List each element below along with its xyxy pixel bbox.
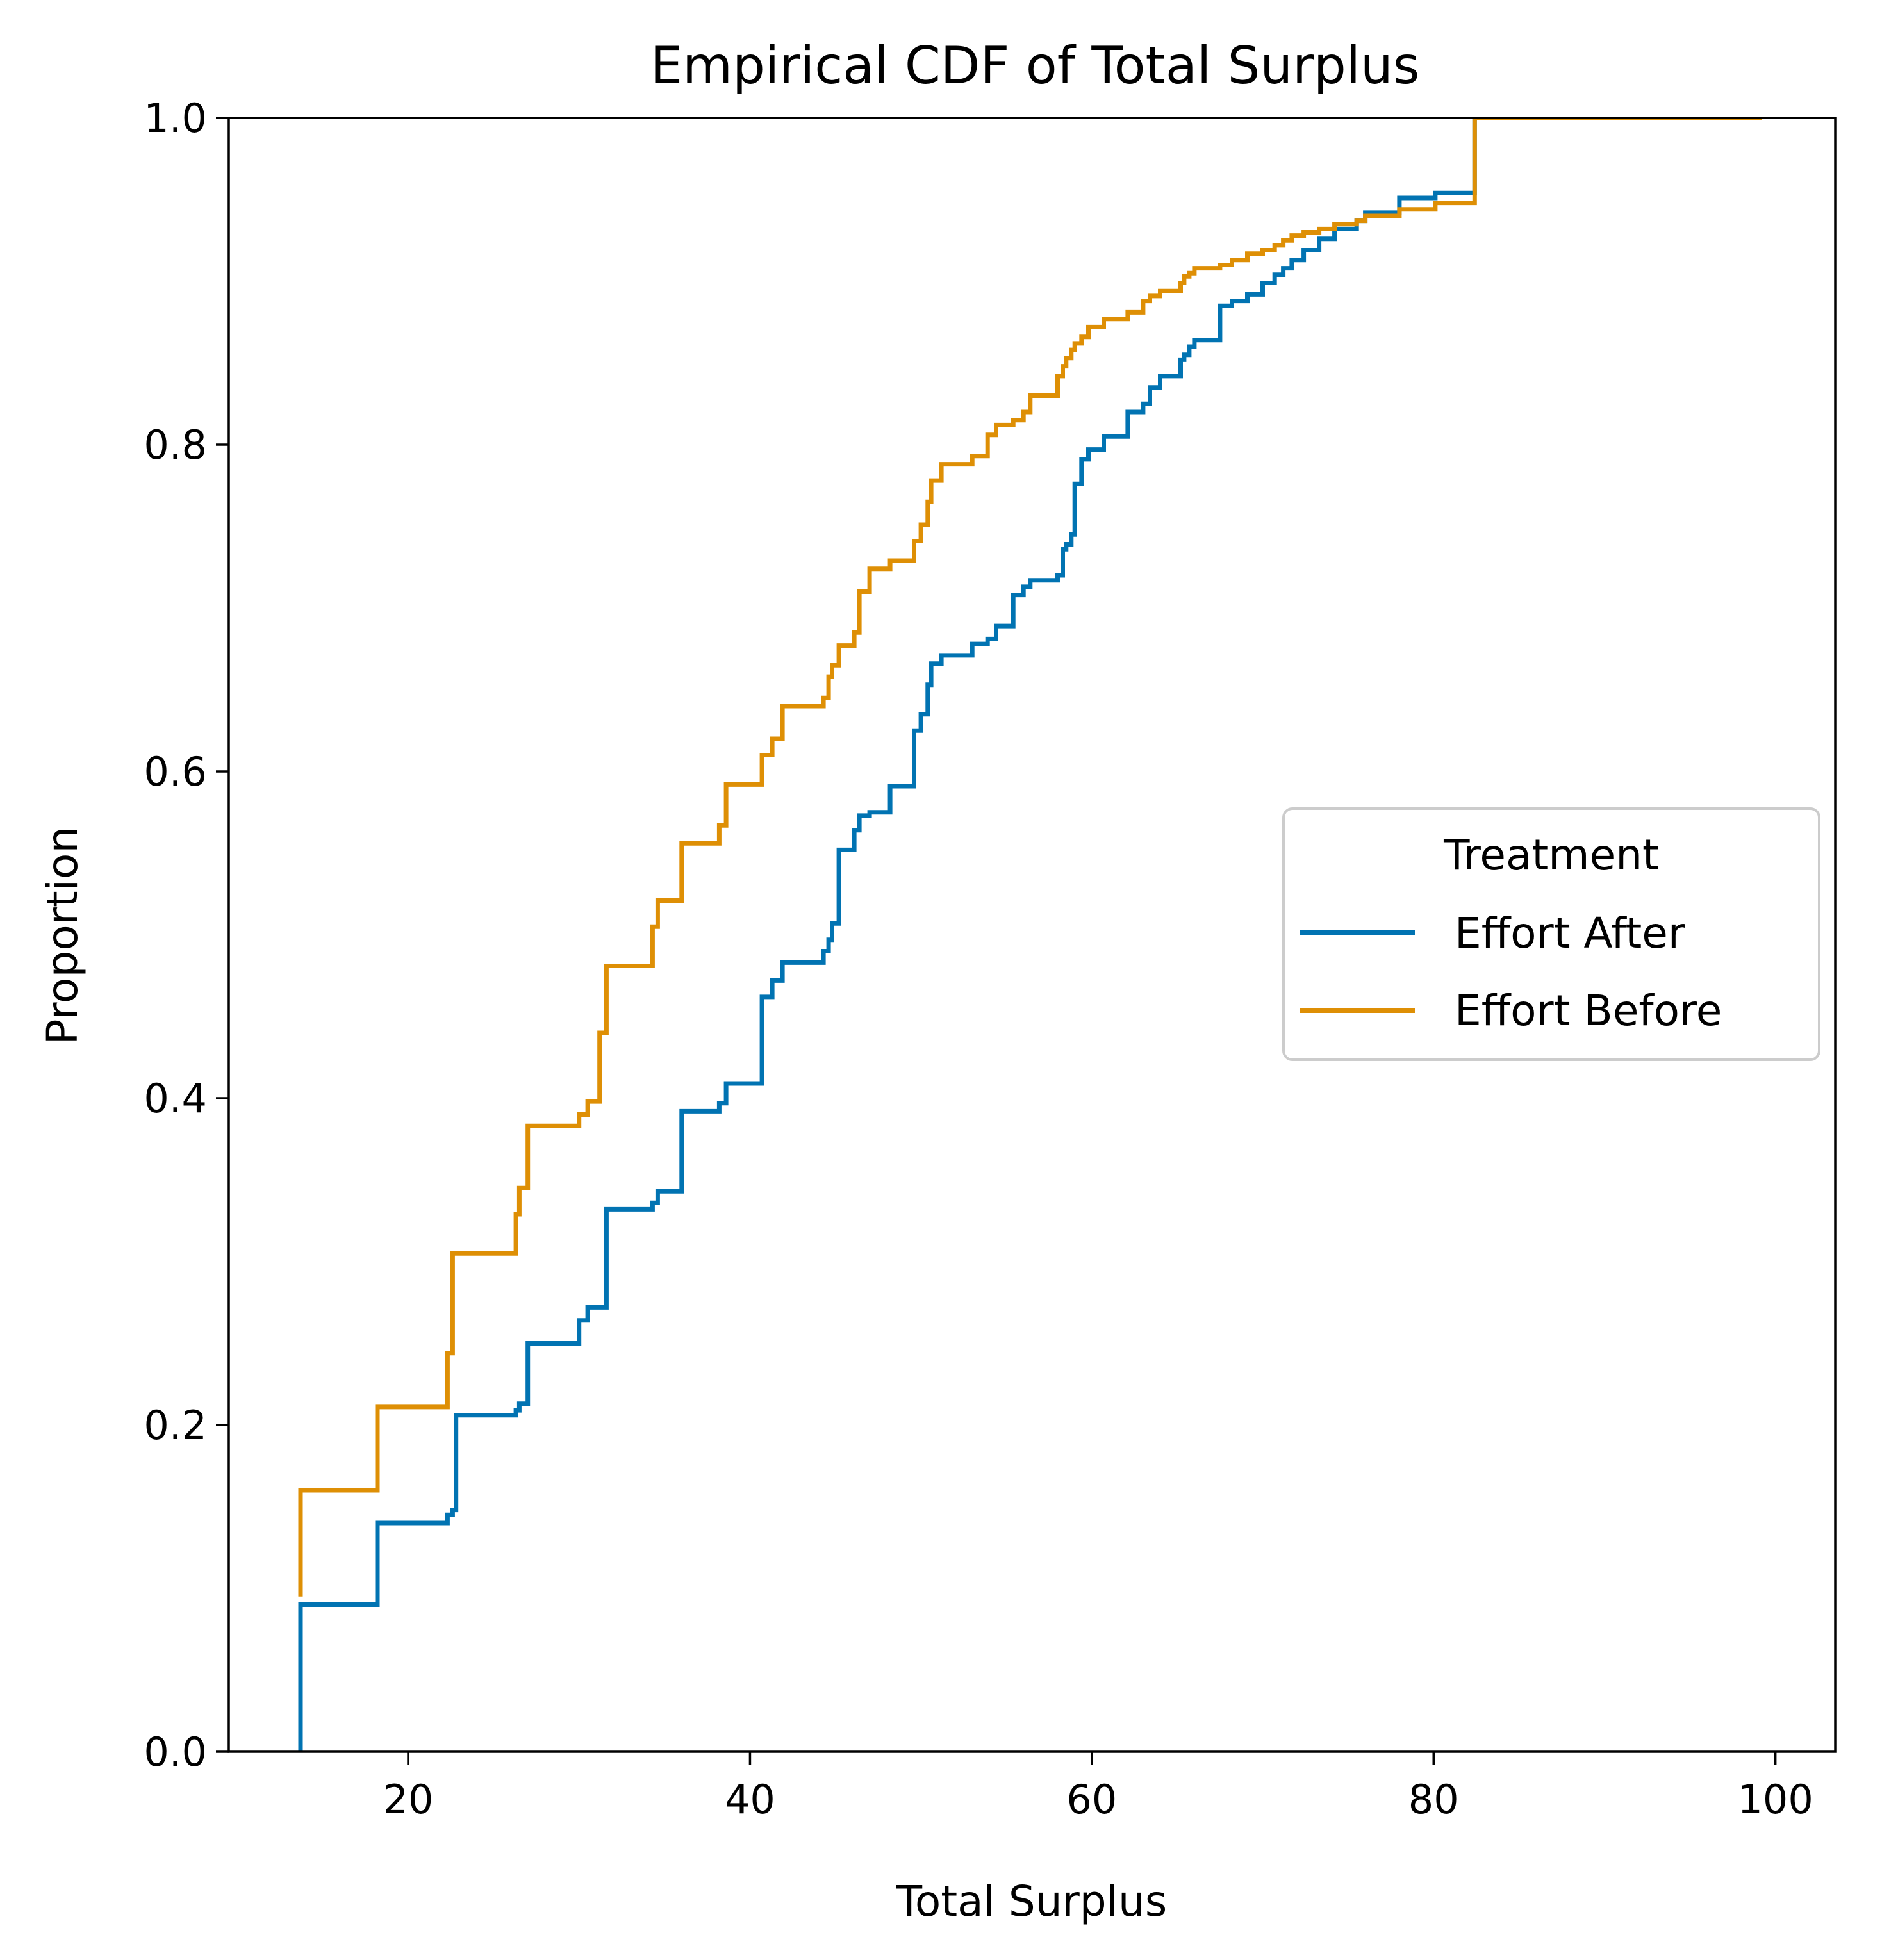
legend-frame (1282, 807, 1820, 1061)
legend: Treatment Effort After Effort Before (1282, 807, 1820, 1061)
legend-label-effort-before: Effort Before (1455, 986, 1722, 1035)
ecdf-line-effort-before (298, 118, 1762, 1597)
y-axis-label: Proportion (38, 827, 87, 1045)
x-tick-label: 40 (725, 1776, 775, 1823)
chart-title: Empirical CDF of Total Surplus (650, 36, 1420, 95)
x-tick-label: 100 (1737, 1776, 1813, 1823)
x-tick-label: 20 (383, 1776, 434, 1823)
y-tick-label: 0.4 (144, 1075, 207, 1122)
y-tick-label: 0.2 (144, 1402, 207, 1449)
y-tick-label: 0.0 (144, 1729, 207, 1775)
legend-title: Treatment (1443, 830, 1659, 880)
legend-label-effort-after: Effort After (1455, 909, 1686, 958)
y-tick-label: 0.6 (144, 748, 207, 795)
series-group (298, 118, 1762, 1752)
ecdf-line-effort-after (298, 118, 1605, 1752)
y-tick-label: 0.8 (144, 422, 207, 468)
x-tick-label: 80 (1408, 1776, 1459, 1823)
x-tick-label: 60 (1066, 1776, 1117, 1823)
axis-ticks: 20 40 60 80 100 0.0 0.2 0.4 0.6 0.8 1.0 (144, 95, 1813, 1823)
x-axis-label: Total Surplus (896, 1877, 1167, 1926)
plot-frame (227, 117, 1837, 1753)
y-tick-label: 1.0 (144, 95, 207, 142)
